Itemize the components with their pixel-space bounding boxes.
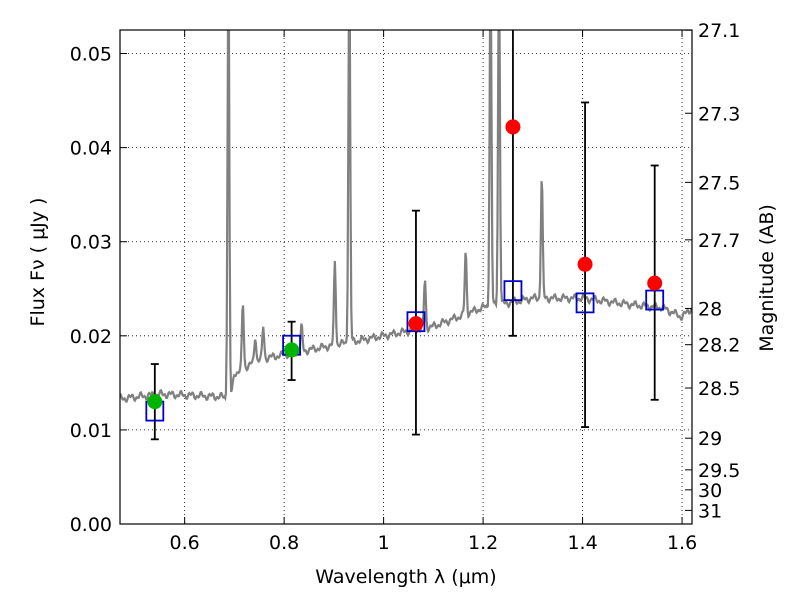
x-tick-label: 1.2	[468, 532, 498, 554]
mag-tick-label: 27.7	[698, 230, 740, 252]
spectrum-line	[120, 30, 692, 403]
tick-labels: 0.6 0.8 1 1.2 1.4 1.6 0.00 0.01 0.02 0.03 0.04 0.05…	[70, 20, 741, 554]
detection-point	[408, 316, 424, 332]
tick-marks	[120, 29, 692, 525]
model-square-marker	[503, 280, 523, 302]
x-tick-label: 0.6	[170, 532, 200, 554]
detection-point	[147, 394, 163, 410]
y-tick-label: 0.01	[70, 420, 112, 442]
mag-tick-label: 29.5	[698, 460, 740, 482]
detection-points	[147, 119, 663, 410]
y-tick-label: 0.05	[70, 44, 112, 66]
mag-tick-label: 27.5	[698, 172, 740, 194]
mag-tick-label: 29	[698, 428, 722, 450]
x-tick-label: 0.8	[269, 532, 299, 554]
plot-area	[120, 30, 692, 441]
axes-frame	[119, 29, 693, 525]
y-tick-label: 0.02	[70, 326, 112, 348]
y-axis-label-right: Magnitude (AB)	[756, 204, 778, 352]
mag-tick-label: 31	[698, 500, 722, 522]
y-tick-label: 0.03	[70, 232, 112, 254]
mag-tick-label: 27.3	[698, 103, 740, 125]
mag-tick-label: 28	[698, 298, 722, 320]
y-tick-label: 0.04	[70, 138, 112, 160]
grid-lines	[120, 30, 692, 525]
model-square-marker	[406, 311, 426, 333]
plot-frame	[119, 29, 693, 525]
mag-tick-label: 28.2	[698, 335, 740, 357]
x-tick-label: 1.6	[667, 532, 697, 554]
detection-point	[577, 256, 593, 272]
detection-point	[647, 275, 663, 291]
detection-point	[505, 119, 521, 135]
model-square-marker	[575, 292, 595, 314]
mag-tick-label: 27.1	[698, 20, 740, 42]
y-axis-label: Flux Fν ( μJy )	[27, 198, 49, 327]
x-tick-label: 1.4	[567, 532, 597, 554]
template-spectrum	[120, 30, 692, 403]
x-tick-label: 1	[378, 532, 390, 554]
detection-point	[284, 342, 300, 358]
y-tick-label: 0.00	[70, 514, 112, 536]
mag-tick-label: 30	[698, 480, 722, 502]
x-axis-label: Wavelength λ (μm)	[315, 566, 496, 588]
mag-tick-label: 28.5	[698, 378, 740, 400]
